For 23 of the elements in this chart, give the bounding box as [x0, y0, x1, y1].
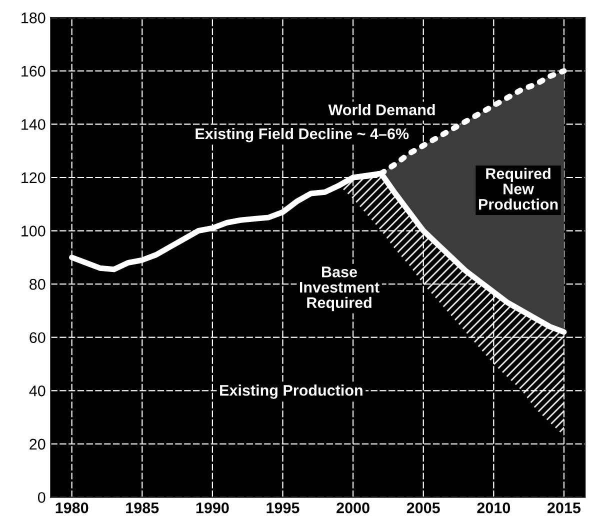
y-tick-label: 0 [38, 492, 46, 503]
y-tick-label: 100 [22, 226, 46, 236]
annotation: Existing Field Decline ~ 4–6% [196, 128, 409, 142]
x-tick-label: 1990 [196, 502, 229, 514]
x-tick-label: 2010 [477, 502, 510, 514]
y-tick-label: 60 [30, 332, 46, 344]
x-tick-label: 2000 [336, 502, 370, 514]
annotation: Existing Production [220, 384, 362, 399]
x-tick-label: 2005 [406, 502, 440, 514]
x-tick-label: 1995 [266, 502, 300, 514]
x-tick-label: 1985 [126, 502, 159, 514]
x-tick-label: 2015 [548, 502, 581, 514]
y-tick-label: 180 [22, 12, 46, 24]
y-tick-label: 40 [29, 386, 46, 396]
y-tick-label: 20 [30, 438, 46, 450]
x-tick-label: 1980 [56, 502, 88, 514]
annotation: Required New Production [478, 168, 558, 210]
y-tick-label: 80 [30, 278, 46, 290]
y-tick-label: 140 [22, 119, 46, 130]
y-tick-label: 120 [22, 172, 46, 184]
annotation: Base Investment Required [300, 266, 380, 312]
y-tick-label: 160 [22, 66, 46, 77]
annotation: World Demand [328, 104, 435, 116]
